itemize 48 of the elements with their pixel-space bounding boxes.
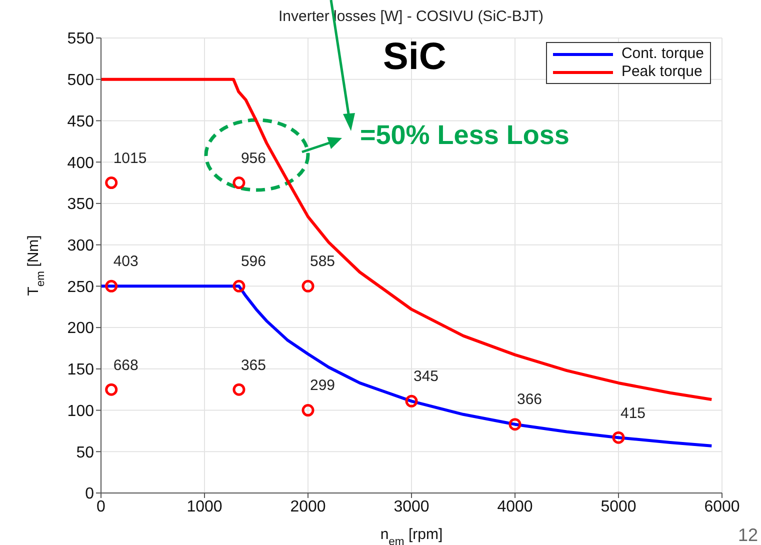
y-tick-label: 500 (67, 72, 94, 90)
point (302, 280, 314, 292)
y-tick-label: 200 (67, 320, 94, 338)
y-tick-label: 300 (67, 238, 94, 254)
annotation: 365 (240, 356, 266, 374)
x-axis-title: n$_{em}$ [rpm] (380, 526, 443, 545)
annotation: 596 (240, 253, 266, 270)
annotation: 366 (517, 391, 542, 408)
annotation: 668 (113, 356, 138, 374)
x-tick-label: 1000 (186, 498, 222, 516)
point (232, 280, 246, 292)
x-tick-label: 4000 (497, 498, 533, 516)
point (105, 383, 118, 396)
point (612, 431, 625, 444)
y-tick-label: 50 (76, 444, 94, 462)
x-tick-label: 2000 (290, 498, 326, 516)
annotation: =50% Less Loss (360, 120, 570, 150)
point (302, 404, 314, 417)
point (232, 383, 246, 396)
point (405, 394, 418, 408)
annotation: 1015 (113, 150, 147, 167)
legend-label: Peak torque (621, 63, 702, 81)
annotation: 585 (310, 253, 336, 270)
legend-label: Cont. torque (621, 45, 704, 63)
chart-title: Inverter losses [W] - COSIVU (SiC-BJT) (277, 8, 545, 25)
y-tick-label: 0 (85, 486, 94, 503)
point (105, 280, 118, 292)
point (105, 176, 118, 190)
y-tick-label: 450 (67, 113, 94, 130)
y-tick-label: 350 (67, 196, 94, 214)
annotation: 299 (310, 377, 336, 394)
y-tick-label: 100 (67, 402, 94, 420)
x-tick-label: 0 (96, 498, 106, 516)
point (508, 418, 522, 431)
x-tick-label: 6000 (704, 498, 740, 516)
annotation: SiC (383, 36, 446, 78)
text: 12 (738, 525, 758, 545)
y-tick-label: 150 (67, 362, 94, 379)
point (232, 176, 246, 190)
annotation: 403 (113, 253, 138, 270)
y-tick-label: 550 (67, 30, 94, 48)
y-tick-label: 250 (67, 278, 94, 296)
y-tick-label: 400 (67, 154, 94, 172)
annotation: 415 (620, 404, 646, 422)
annotation: 956 (240, 150, 266, 167)
annotation: 345 (414, 368, 439, 386)
x-tick-label: 5000 (600, 498, 636, 516)
x-tick-label: 3000 (394, 498, 430, 516)
